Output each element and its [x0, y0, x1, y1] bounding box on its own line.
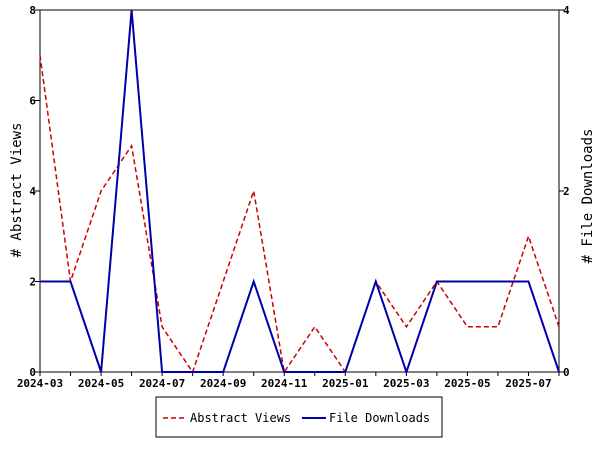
right-y-axis: 0 2 4	[559, 4, 570, 379]
x-axis-tick-label: 2024-09	[200, 377, 246, 390]
x-axis-tick-label: 2024-05	[78, 377, 124, 390]
x-axis-tick-label: 2025-07	[505, 377, 551, 390]
x-axis-tick-label: 2024-11	[261, 377, 308, 390]
legend-label-file-downloads: File Downloads	[329, 411, 430, 425]
series-layer	[39, 9, 560, 376]
legend-label-abstract-views: Abstract Views	[190, 411, 291, 425]
right-axis-tick-label: 0	[563, 366, 570, 379]
left-axis-tick-label: 4	[29, 185, 36, 198]
left-axis-tick-label: 2	[29, 276, 36, 289]
x-axis-tick-label: 2025-03	[383, 377, 429, 390]
right-axis-tick-label: 2	[563, 185, 570, 198]
x-axis-tick-label: 2024-07	[139, 377, 185, 390]
plot-frame	[39, 9, 560, 373]
series-line-file-downloads	[40, 9, 560, 376]
left-axis-tick-label: 0	[29, 366, 36, 379]
left-axis-tick-label: 8	[29, 4, 36, 17]
plot-area	[39, 9, 560, 373]
left-y-axis: 0 2 4 6 8	[29, 4, 40, 379]
right-axis-tick-label: 4	[563, 4, 570, 17]
x-axis: 2024-03 2024-05 2024-07 2024-09 2024-11 2025-…	[17, 372, 560, 390]
series-line-abstract-views	[39, 55, 560, 374]
legend: Abstract Views File Downloads	[155, 396, 443, 438]
x-axis-tick-label: 2025-05	[444, 377, 490, 390]
legend-box	[155, 396, 443, 438]
left-axis-title: # Abstract Views	[9, 123, 25, 258]
x-axis-tick-label: 2025-01	[322, 377, 369, 390]
right-axis-title: # File Downloads	[580, 129, 596, 264]
left-axis-tick-label: 6	[29, 95, 36, 108]
x-axis-tick-label: 2024-03	[17, 377, 63, 390]
